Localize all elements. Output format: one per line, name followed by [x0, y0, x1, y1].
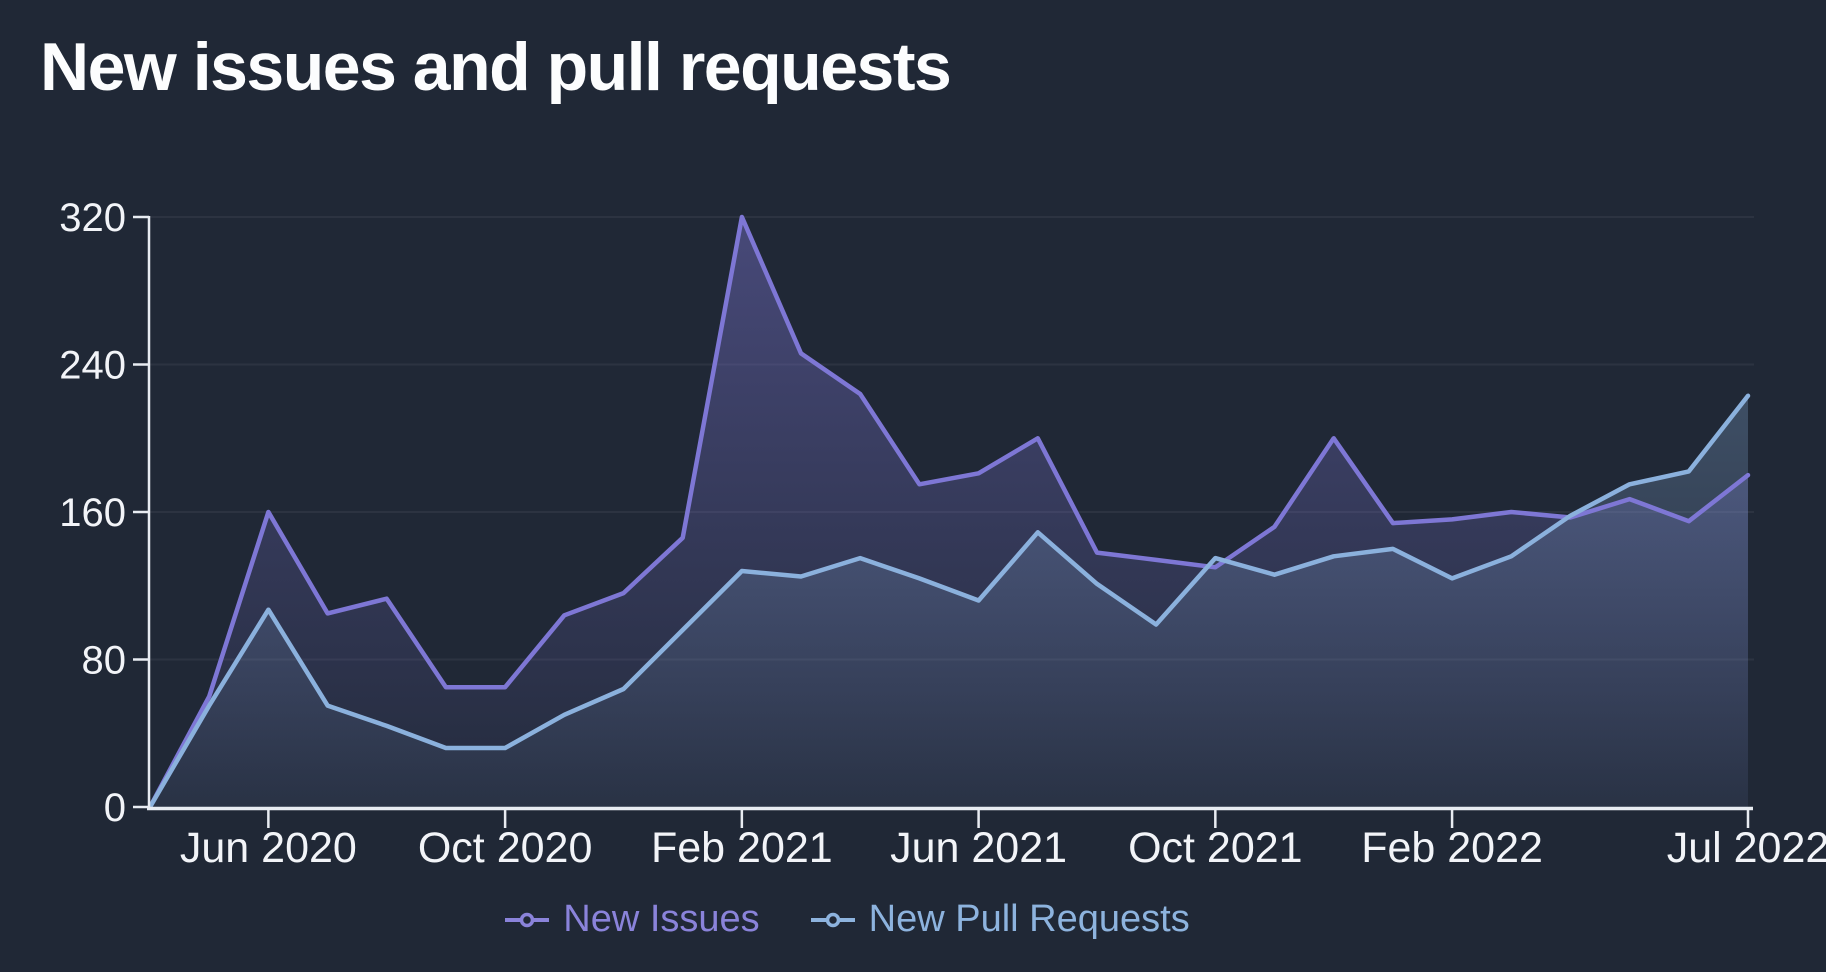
legend-label-new-pull-requests: New Pull Requests — [868, 898, 1190, 940]
x-tick-label-14: Jun 2021 — [890, 824, 1067, 872]
legend-item-new-issues[interactable]: New Issues — [504, 898, 760, 941]
y-tick-label-160: 160 — [59, 491, 126, 535]
new-pull-requests-area — [150, 395, 1748, 807]
x-tick-label-10: Feb 2021 — [651, 824, 833, 872]
page-title: New issues and pull requests — [40, 29, 952, 105]
x-tick-label-22: Feb 2022 — [1361, 824, 1543, 872]
new-issues-legend-marker-icon — [505, 912, 550, 927]
chart-legend: New Issues New Pull Requests — [0, 898, 1760, 941]
x-tick-label-27: Jul 2022 — [1667, 824, 1826, 872]
legend-label-new-issues: New Issues — [563, 898, 760, 940]
y-tick-label-80: 80 — [82, 639, 127, 683]
y-tick-label-240: 240 — [59, 344, 126, 388]
legend-item-new-pull-requests[interactable]: New Pull Requests — [810, 898, 1190, 941]
x-tick-label-6: Oct 2020 — [418, 824, 593, 872]
y-tick-label-0: 0 — [104, 786, 126, 830]
new-pull-requests-legend-marker-icon — [810, 912, 855, 927]
y-tick-label-320: 320 — [59, 196, 126, 240]
new-issues-line — [147, 214, 1751, 810]
new-pull-requests-line — [147, 393, 1751, 810]
x-tick-label-18: Oct 2021 — [1128, 824, 1303, 872]
x-tick-label-2: Jun 2020 — [180, 824, 357, 872]
